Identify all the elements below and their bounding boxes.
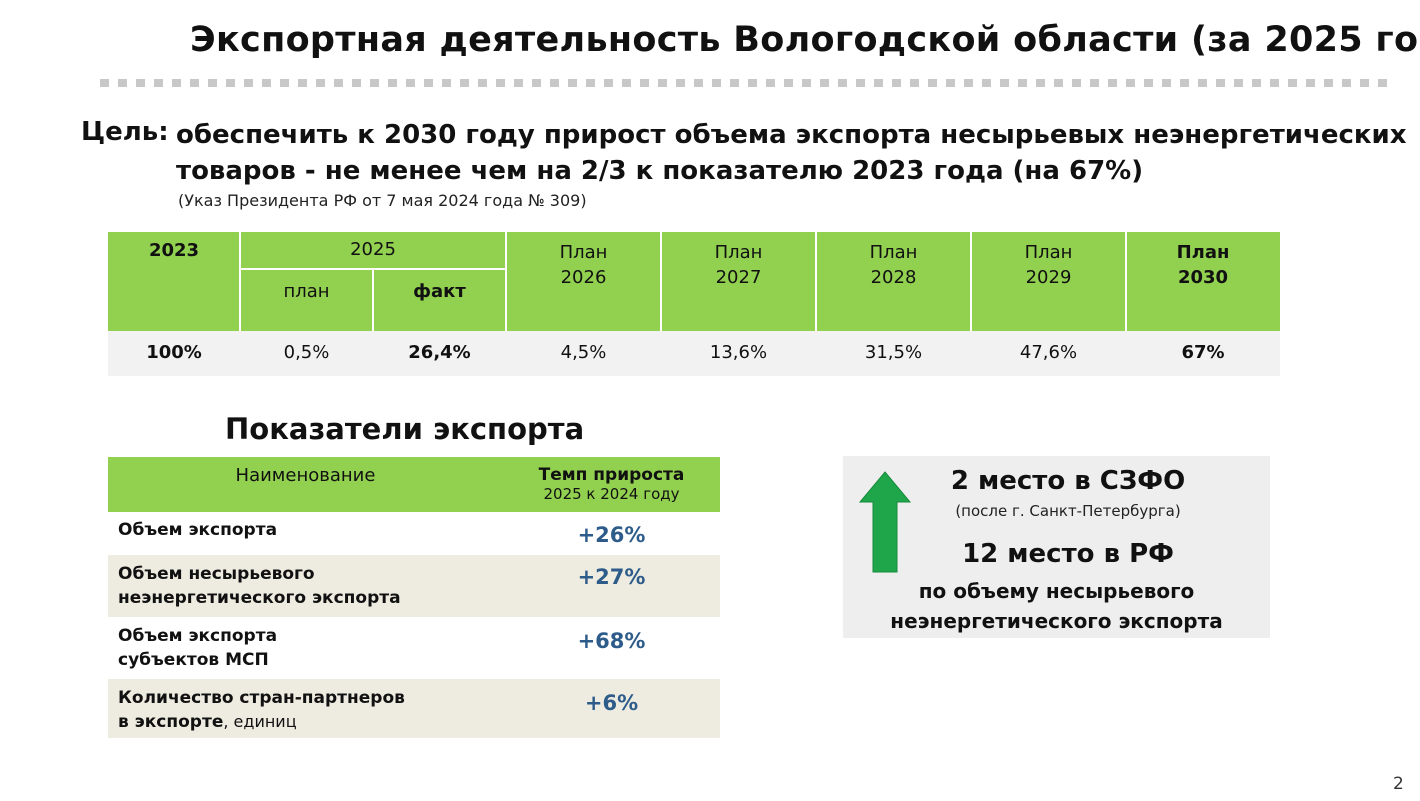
row-name-line: субъектов МСП: [118, 650, 269, 670]
grid-line: [372, 269, 374, 331]
rank-description-line: по объему несырьевого: [918, 579, 1195, 603]
plan-year: 2030: [1177, 267, 1229, 288]
grid-line: [1125, 232, 1127, 331]
row-name: Объем несырьевого неэнергетического эксп…: [118, 562, 401, 610]
rank-szfo: 2 место в СЗФО: [950, 466, 1186, 496]
header-2025-fact-label: факт: [413, 281, 466, 302]
row-name: Количество стран-партнеров в экспорте, е…: [118, 686, 405, 734]
rank-szfo-note: (после г. Санкт-Петербурга): [955, 502, 1181, 520]
goal-text: обеспечить к 2030 году прирост объема эк…: [176, 117, 1407, 189]
grid-line: [505, 232, 507, 331]
grid-line: [970, 232, 972, 331]
dotted-divider: [100, 79, 1395, 87]
header-2025: 2025: [240, 232, 506, 269]
row-value: +68%: [577, 629, 646, 653]
indicators-table: Наименование Темп прироста 2025 к 2024 г…: [108, 457, 720, 738]
grid-line: [660, 232, 662, 331]
value-2023: 100%: [108, 331, 240, 376]
grid-line: [239, 232, 241, 331]
row-name-line: Объем экспорта: [118, 520, 278, 540]
row-name-line: Количество стран-партнеров: [118, 688, 405, 708]
header-2023: 2023: [108, 232, 240, 331]
table-row: Количество стран-партнеров в экспорте, е…: [108, 679, 720, 738]
rank-box: 2 место в СЗФО (после г. Санкт-Петербург…: [843, 456, 1270, 638]
rank-rf: 12 место в РФ: [962, 539, 1174, 569]
grid-line: [240, 268, 506, 270]
row-name-line: Объем экспорта: [118, 626, 278, 646]
header-plan-2027: План 2027: [661, 232, 816, 331]
header-plan-2026: План 2026: [506, 232, 661, 331]
goal-label: Цель:: [81, 117, 169, 147]
up-arrow-icon: [858, 471, 912, 573]
indicators-title: Показатели экспорта: [225, 412, 585, 446]
row-name-line: в экспорте: [118, 712, 224, 732]
plan-table: 2023 2025 план факт План 2026 План 2027 …: [108, 232, 1280, 376]
header-2025-plan: план: [240, 269, 373, 331]
header-rate: Темп прироста 2025 к 2024 году: [503, 465, 720, 503]
header-plan-2028: План 2028: [816, 232, 971, 331]
goal-line-1: обеспечить к 2030 году прирост объема эк…: [176, 120, 1407, 150]
header-2023-label: 2023: [148, 240, 200, 261]
header-2025-plan-label: план: [283, 281, 330, 302]
plan-year: 2028: [870, 267, 917, 288]
plan-label: План: [869, 242, 918, 263]
plan-label: План: [559, 242, 608, 263]
page-title: Экспортная деятельность Вологодской обла…: [190, 20, 1420, 60]
page-number: 2: [1393, 774, 1404, 794]
plan-label: План: [1176, 242, 1230, 263]
row-value: +26%: [577, 523, 646, 547]
value-2025-fact: 26,4%: [373, 331, 506, 376]
header-2025-fact: факт: [373, 269, 506, 331]
table-row: Объем экспорта +26%: [108, 512, 720, 555]
goal-line-2: товаров - не менее чем на 2/3 к показате…: [176, 156, 1144, 186]
header-plan-2030: План 2030: [1126, 232, 1280, 331]
row-name-line: Объем несырьевого: [118, 564, 315, 584]
value-plan-2028: 31,5%: [816, 331, 971, 376]
plan-year: 2027: [715, 267, 762, 288]
plan-year: 2029: [1025, 267, 1072, 288]
table-row: Объем несырьевого неэнергетического эксп…: [108, 555, 720, 617]
row-unit: , единиц: [223, 712, 297, 731]
row-name: Объем экспорта: [118, 518, 277, 542]
plan-label: План: [714, 242, 763, 263]
value-2025-plan: 0,5%: [240, 331, 373, 376]
rank-description-line: неэнергетического экспорта: [890, 609, 1223, 633]
plan-label: План: [1024, 242, 1073, 263]
row-name: Объем экспорта субъектов МСП: [118, 624, 277, 672]
plan-year: 2026: [560, 267, 607, 288]
goal-note: (Указ Президента РФ от 7 мая 2024 года №…: [178, 191, 587, 210]
rank-rf-description: по объему несырьевого неэнергетического …: [843, 576, 1270, 636]
row-name-line: неэнергетического экспорта: [118, 588, 401, 608]
header-rate-title: Темп прироста: [538, 465, 685, 485]
header-rate-subtitle: 2025 к 2024 году: [543, 485, 680, 503]
value-plan-2027: 13,6%: [661, 331, 816, 376]
value-plan-2029: 47,6%: [971, 331, 1126, 376]
header-name: Наименование: [235, 465, 376, 486]
row-value: +6%: [584, 691, 639, 715]
row-value: +27%: [577, 565, 646, 589]
grid-line: [815, 232, 817, 331]
value-plan-2026: 4,5%: [506, 331, 661, 376]
indicators-header: Наименование Темп прироста 2025 к 2024 г…: [108, 457, 720, 512]
value-plan-2030: 67%: [1126, 331, 1280, 376]
table-row: Объем экспорта субъектов МСП +68%: [108, 617, 720, 679]
header-2025-label: 2025: [350, 239, 396, 260]
header-plan-2029: План 2029: [971, 232, 1126, 331]
